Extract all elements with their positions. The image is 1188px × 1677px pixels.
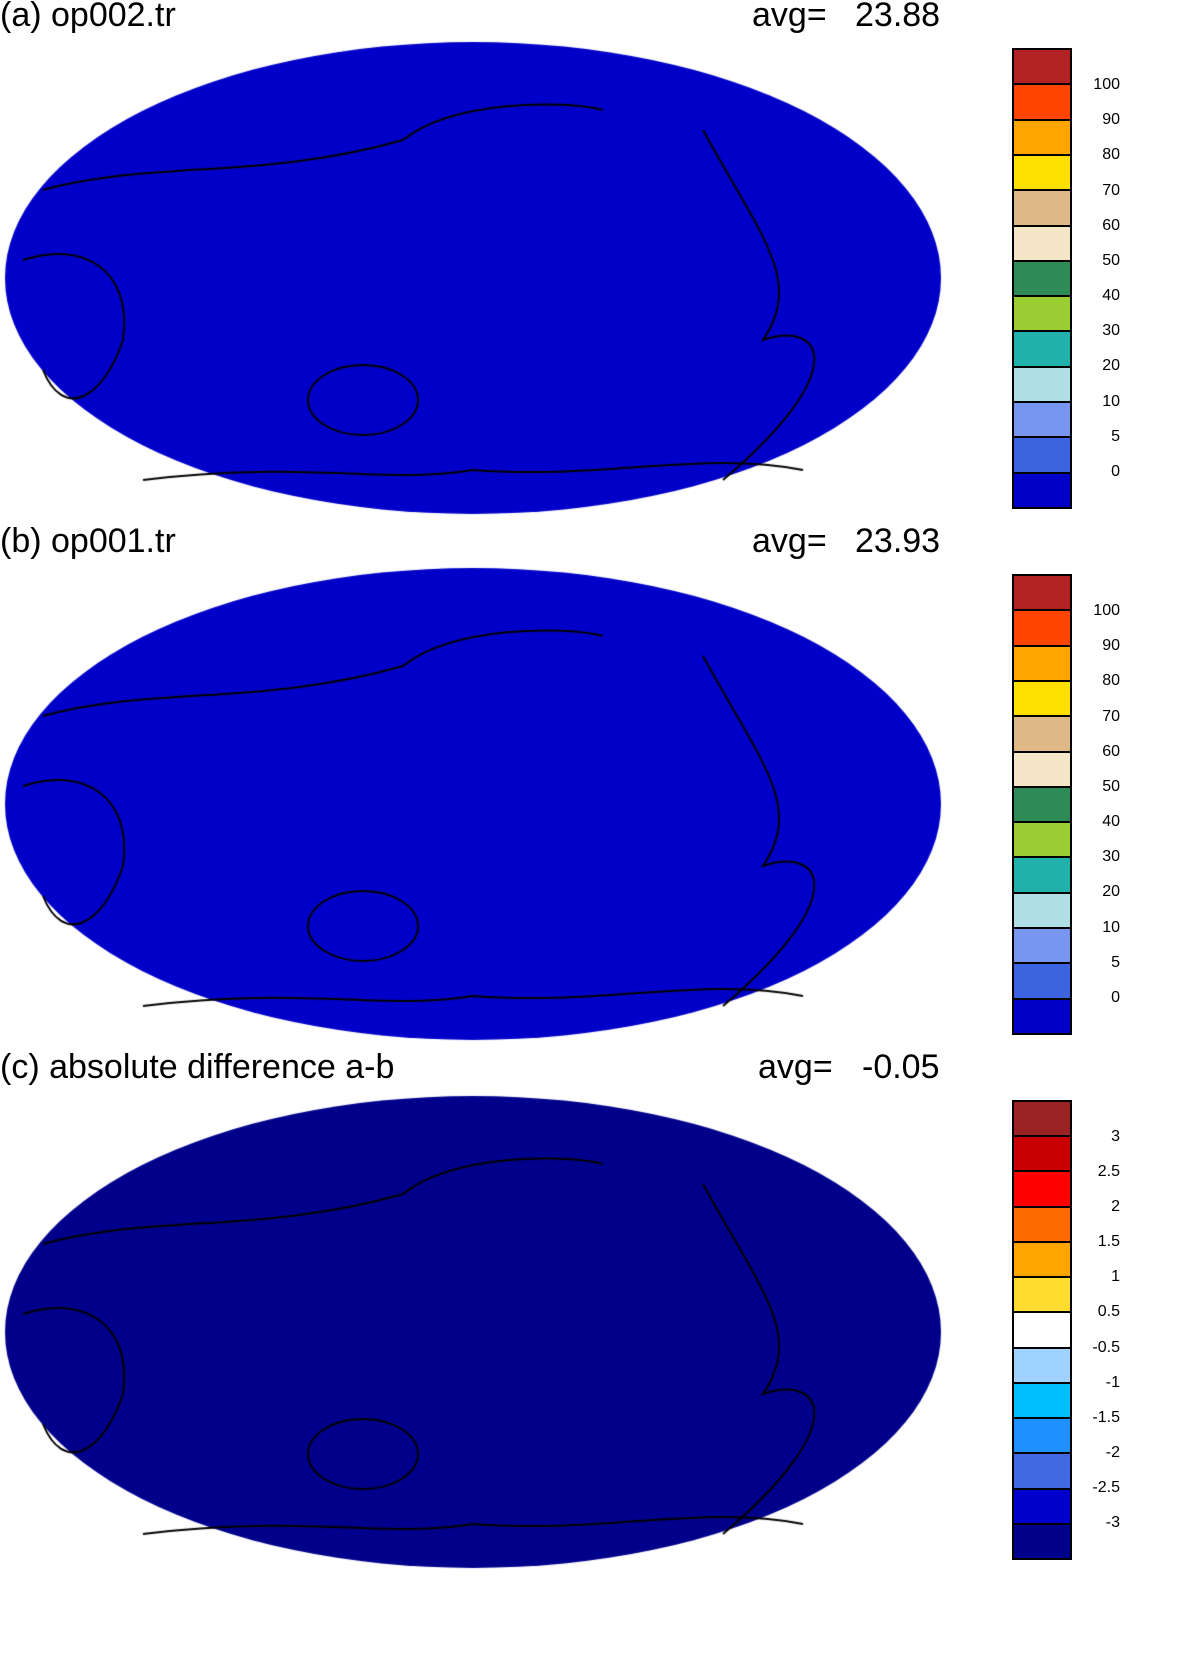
colorbar-box bbox=[1014, 436, 1070, 472]
colorbar-box bbox=[1014, 1487, 1070, 1523]
colorbar-box bbox=[1014, 1417, 1070, 1453]
colorbar-box bbox=[1014, 1170, 1070, 1206]
panel-b-title: (b) op001.tr bbox=[0, 522, 176, 560]
colorbar-box bbox=[1014, 1381, 1070, 1418]
colorbar-tick-label: -1.5 bbox=[1092, 1408, 1120, 1426]
colorbar-box bbox=[1014, 365, 1070, 402]
colorbar-box bbox=[1014, 153, 1070, 190]
colorbar-box bbox=[1014, 118, 1070, 154]
colorbar-tick-label: -2 bbox=[1105, 1443, 1120, 1461]
colorbar-tick-label: 70 bbox=[1102, 707, 1120, 725]
colorbar-box bbox=[1014, 1101, 1070, 1136]
colorbar-tick-label: -0.5 bbox=[1092, 1338, 1120, 1356]
colorbar-box bbox=[1014, 1452, 1070, 1488]
panel-b-avg-value: 23.93 bbox=[855, 522, 941, 560]
colorbar-box bbox=[1014, 997, 1070, 1033]
panel-a-avg-label: avg= bbox=[752, 0, 827, 34]
colorbar-box bbox=[1014, 927, 1070, 963]
colorbar-tick-label: 0.5 bbox=[1097, 1303, 1120, 1321]
colorbar-tick-label: 80 bbox=[1102, 146, 1120, 164]
panel-a-colorbar bbox=[1012, 48, 1072, 509]
colorbar-box bbox=[1014, 83, 1070, 119]
colorbar-tick-label: 100 bbox=[1093, 76, 1120, 94]
colorbar-tick-label: 40 bbox=[1102, 287, 1120, 305]
panel-c-title: (c) absolute difference a-b bbox=[0, 1048, 395, 1086]
colorbar-tick-label: 2 bbox=[1111, 1198, 1120, 1216]
colorbar-tick-label: -3 bbox=[1105, 1513, 1120, 1531]
colorbar-tick-label: 30 bbox=[1102, 322, 1120, 340]
colorbar-tick-label: -2.5 bbox=[1092, 1478, 1120, 1496]
colorbar-tick-label: 5 bbox=[1111, 427, 1120, 445]
colorbar-tick-label: 0 bbox=[1111, 988, 1120, 1006]
colorbar-tick-label: 1 bbox=[1111, 1268, 1120, 1286]
colorbar-box bbox=[1014, 609, 1070, 645]
colorbar-box bbox=[1014, 821, 1070, 857]
panel-b-avg-label: avg= bbox=[752, 522, 827, 560]
colorbar-box bbox=[1014, 891, 1070, 928]
colorbar-tick-label: -1 bbox=[1105, 1373, 1120, 1391]
colorbar-box bbox=[1014, 785, 1070, 822]
colorbar-box bbox=[1014, 295, 1070, 331]
colorbar-tick-label: 3 bbox=[1111, 1128, 1120, 1146]
colorbar-tick-label: 1.5 bbox=[1097, 1233, 1120, 1251]
colorbar-tick-label: 10 bbox=[1102, 918, 1120, 936]
colorbar-box bbox=[1014, 1240, 1070, 1277]
colorbar-box bbox=[1014, 750, 1070, 786]
colorbar-tick-label: 20 bbox=[1102, 883, 1120, 901]
colorbar-tick-label: 40 bbox=[1102, 813, 1120, 831]
colorbar-tick-label: 0 bbox=[1111, 462, 1120, 480]
colorbar-tick-label: 90 bbox=[1102, 637, 1120, 655]
colorbar-tick-label: 80 bbox=[1102, 672, 1120, 690]
colorbar-box bbox=[1014, 49, 1070, 84]
colorbar-box bbox=[1014, 1135, 1070, 1171]
colorbar-tick-label: 100 bbox=[1093, 602, 1120, 620]
panel-c-avg-value: -0.05 bbox=[862, 1048, 940, 1086]
colorbar-tick-label: 2.5 bbox=[1097, 1163, 1120, 1181]
panel-a-avg-value: 23.88 bbox=[855, 0, 941, 34]
colorbar-box bbox=[1014, 679, 1070, 716]
colorbar-box bbox=[1014, 259, 1070, 296]
colorbar-tick-label: 50 bbox=[1102, 251, 1120, 269]
colorbar-box bbox=[1014, 401, 1070, 437]
colorbar-tick-label: 10 bbox=[1102, 392, 1120, 410]
panel-a-title: (a) op002.tr bbox=[0, 0, 176, 34]
colorbar-box bbox=[1014, 1205, 1070, 1241]
panel-a-map bbox=[3, 40, 943, 516]
colorbar-box bbox=[1014, 189, 1070, 225]
colorbar-tick-label: 70 bbox=[1102, 181, 1120, 199]
panel-b-map bbox=[3, 566, 943, 1042]
colorbar-box bbox=[1014, 575, 1070, 610]
panel-c-map bbox=[3, 1094, 943, 1570]
colorbar-tick-label: 60 bbox=[1102, 742, 1120, 760]
colorbar-box bbox=[1014, 330, 1070, 366]
colorbar-box bbox=[1014, 1346, 1070, 1382]
colorbar-box bbox=[1014, 1522, 1070, 1558]
colorbar-tick-label: 90 bbox=[1102, 111, 1120, 129]
colorbar-tick-label: 60 bbox=[1102, 216, 1120, 234]
colorbar-box bbox=[1014, 1311, 1070, 1347]
panel-c-colorbar bbox=[1012, 1100, 1072, 1560]
colorbar-tick-label: 30 bbox=[1102, 848, 1120, 866]
colorbar-tick-label: 50 bbox=[1102, 777, 1120, 795]
panel-c-avg-label: avg= bbox=[758, 1048, 833, 1086]
panel-b-colorbar bbox=[1012, 574, 1072, 1035]
colorbar-box bbox=[1014, 224, 1070, 260]
colorbar-box bbox=[1014, 962, 1070, 998]
colorbar-box bbox=[1014, 715, 1070, 751]
colorbar-box bbox=[1014, 644, 1070, 680]
colorbar-box bbox=[1014, 856, 1070, 892]
colorbar-tick-label: 5 bbox=[1111, 953, 1120, 971]
colorbar-box bbox=[1014, 471, 1070, 507]
colorbar-box bbox=[1014, 1276, 1070, 1312]
colorbar-tick-label: 20 bbox=[1102, 357, 1120, 375]
